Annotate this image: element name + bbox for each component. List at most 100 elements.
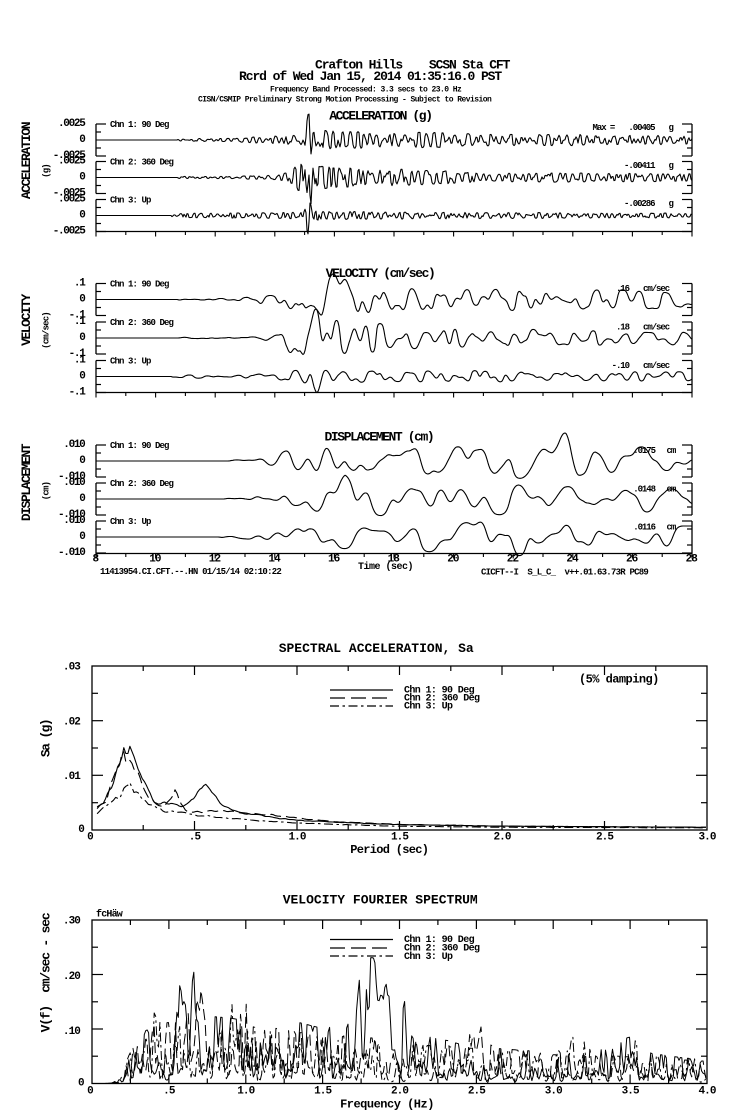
svg-text:0: 0 (87, 832, 93, 844)
svg-text:.5: .5 (163, 1086, 176, 1098)
svg-text:Crafton Hills SCSN Sta CFT: Crafton Hills SCSN Sta CFT (315, 58, 511, 73)
svg-text:0: 0 (79, 172, 85, 184)
svg-text:2.0: 2.0 (493, 832, 510, 844)
svg-text:22: 22 (507, 553, 519, 565)
svg-text:1.0: 1.0 (288, 832, 305, 844)
svg-text:0: 0 (79, 294, 85, 306)
svg-text:CICFT--I S_L_C_ v++.01.63.73: CICFT--I S_L_C_ v++.01.63.73R PC89 (481, 567, 648, 577)
svg-text:.0025: .0025 (58, 156, 86, 168)
svg-text:(cm/sec): (cm/sec) (42, 312, 52, 349)
svg-text:Chn 1: 90 Deg: Chn 1: 90 Deg (110, 280, 169, 290)
svg-text:Chn 3: Up: Chn 3: Up (110, 196, 151, 206)
svg-text:.1: .1 (74, 316, 86, 328)
svg-text:0: 0 (79, 332, 85, 344)
svg-text:1.0: 1.0 (237, 1086, 254, 1098)
svg-text:0: 0 (79, 371, 85, 383)
svg-text:Max =: Max = (593, 123, 615, 133)
svg-text:Frequency Band Processed: 3.3: Frequency Band Processed: 3.3 secs to 23… (270, 86, 462, 95)
svg-text:0: 0 (78, 824, 84, 836)
svg-text:1.5: 1.5 (391, 832, 409, 844)
svg-text:cm: cm (667, 485, 677, 495)
svg-text:Chn 1: 90 Deg: Chn 1: 90 Deg (110, 441, 169, 451)
svg-text:Frequency (Hz): Frequency (Hz) (340, 1098, 434, 1112)
svg-text:Sa (g): Sa (g) (38, 720, 53, 757)
svg-text:2.5: 2.5 (596, 832, 614, 844)
svg-text:cm/sec: cm/sec (643, 361, 670, 371)
svg-text:Chn 1: 90 Deg: Chn 1: 90 Deg (110, 120, 169, 130)
svg-text:.010: .010 (63, 477, 85, 489)
svg-text:g: g (669, 161, 674, 171)
svg-text:.18: .18 (616, 323, 630, 333)
svg-text:2.5: 2.5 (468, 1086, 486, 1098)
svg-text:Period (sec): Period (sec) (350, 843, 428, 857)
svg-text:.5: .5 (189, 832, 202, 844)
svg-text:0: 0 (79, 531, 85, 543)
svg-text:-.00286: -.00286 (624, 199, 655, 209)
svg-text:Chn 2: 360 Deg: Chn 2: 360 Deg (110, 318, 174, 328)
svg-text:(cm): (cm) (42, 482, 52, 500)
svg-text:24: 24 (566, 553, 579, 565)
svg-text:DISPLACEMENT: DISPLACEMENT (19, 443, 34, 521)
svg-text:.20: .20 (63, 971, 80, 983)
svg-text:-.0025: -.0025 (53, 150, 87, 162)
svg-text:-.0025: -.0025 (53, 188, 87, 200)
svg-text:14: 14 (268, 553, 281, 565)
svg-text:12: 12 (209, 553, 221, 565)
svg-text:3.0: 3.0 (545, 1086, 562, 1098)
svg-text:VELOCITY: VELOCITY (19, 293, 34, 345)
svg-text:cm/sec: cm/sec (643, 284, 670, 294)
svg-text:ACCELERATION (g): ACCELERATION (g) (329, 109, 431, 124)
svg-text:g: g (669, 123, 674, 133)
svg-text:18: 18 (388, 553, 401, 565)
svg-text:DISPLACEMENT (cm): DISPLACEMENT (cm) (325, 430, 434, 445)
svg-text:0: 0 (87, 1086, 93, 1098)
svg-text:-.0025: -.0025 (53, 226, 87, 238)
svg-text:fcHäw: fcHäw (96, 909, 123, 921)
svg-text:1.5: 1.5 (314, 1086, 332, 1098)
svg-text:10: 10 (149, 553, 161, 565)
svg-text:Chn 2: 360 Deg: Chn 2: 360 Deg (110, 479, 174, 489)
svg-text:16: 16 (328, 553, 340, 565)
svg-text:Time (sec): Time (sec) (358, 561, 413, 573)
svg-text:.00405: .00405 (628, 123, 655, 133)
svg-text:0: 0 (79, 134, 85, 146)
svg-text:-.010: -.010 (58, 547, 85, 559)
svg-text:Chn 1: 90 Deg: Chn 1: 90 Deg (404, 934, 475, 946)
svg-text:cm: cm (667, 446, 677, 456)
svg-text:-.1: -.1 (69, 348, 87, 360)
svg-text:Chn 3: Up: Chn 3: Up (404, 951, 453, 963)
svg-text:(g): (g) (42, 164, 52, 178)
svg-text:.1: .1 (74, 355, 86, 367)
svg-text:.16: .16 (616, 284, 630, 294)
svg-text:.0025: .0025 (58, 194, 86, 206)
svg-text:0: 0 (78, 1078, 84, 1090)
svg-text:.30: .30 (63, 916, 80, 928)
svg-text:28: 28 (686, 553, 699, 565)
svg-text:V(f) cm/sec - sec: V(f) cm/sec - sec (39, 912, 54, 1032)
svg-text:0: 0 (79, 493, 85, 505)
svg-text:20: 20 (447, 553, 459, 565)
svg-text:(5% damping): (5% damping) (579, 673, 659, 687)
svg-text:SPECTRAL ACCELERATION, Sa: SPECTRAL ACCELERATION, Sa (279, 641, 474, 656)
svg-text:-.1: -.1 (69, 310, 87, 322)
svg-text:VELOCITY FOURIER SPECTRUM: VELOCITY FOURIER SPECTRUM (283, 893, 478, 908)
svg-text:.1: .1 (74, 278, 86, 290)
svg-text:.0116: .0116 (633, 523, 655, 533)
svg-text:-.1: -.1 (69, 387, 87, 399)
svg-text:.10: .10 (63, 1026, 80, 1038)
svg-text:Chn 2: 360 Deg: Chn 2: 360 Deg (404, 943, 480, 955)
svg-text:8: 8 (92, 553, 99, 565)
svg-text:CISN/CSMIP Preliminary Strong: CISN/CSMIP Preliminary Strong Motion Pro… (198, 96, 492, 105)
svg-text:cm: cm (667, 523, 677, 533)
svg-text:-.010: -.010 (58, 509, 85, 521)
svg-text:cm/sec: cm/sec (643, 323, 670, 333)
svg-text:.010: .010 (63, 515, 85, 527)
svg-text:Chn 2: 360 Deg: Chn 2: 360 Deg (110, 158, 174, 168)
svg-text:Chn 1: 90 Deg: Chn 1: 90 Deg (404, 685, 475, 697)
svg-text:.0025: .0025 (58, 118, 86, 130)
svg-text:2.0: 2.0 (391, 1086, 408, 1098)
svg-text:-.010: -.010 (58, 471, 85, 483)
svg-text:Chn 3: Up: Chn 3: Up (110, 357, 151, 367)
svg-text:0: 0 (79, 210, 85, 222)
svg-text:VELOCITY (cm/sec): VELOCITY (cm/sec) (326, 266, 435, 281)
